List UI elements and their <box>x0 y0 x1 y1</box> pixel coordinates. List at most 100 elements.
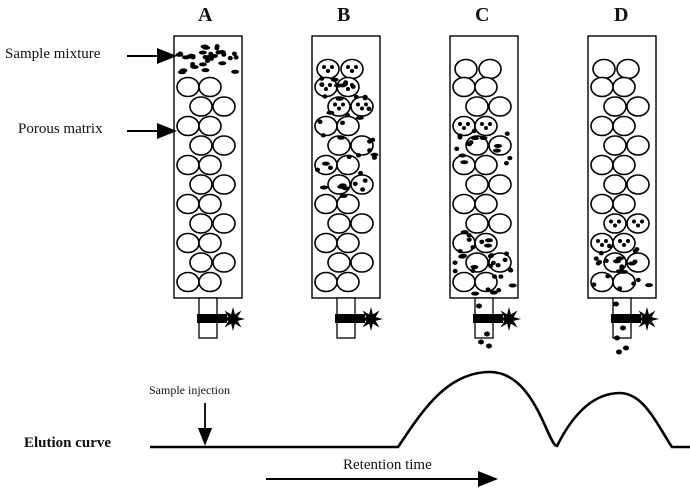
sample-molecule <box>492 148 501 153</box>
porous-bead <box>198 154 222 176</box>
sample-molecule <box>615 269 624 274</box>
eluted-molecule <box>620 325 626 331</box>
detector-flash <box>359 307 383 331</box>
porous-bead <box>626 174 650 195</box>
annotations <box>127 48 690 487</box>
sample-molecule <box>350 84 356 89</box>
porous-bead <box>189 135 213 156</box>
trapped-molecule <box>640 219 644 224</box>
porous-bead <box>212 96 236 117</box>
porous-bead <box>176 76 200 98</box>
sample-molecule <box>457 249 463 254</box>
detector-flash <box>497 307 521 331</box>
trapped-molecule <box>324 87 328 91</box>
trapped-molecule <box>458 122 462 126</box>
sample-molecule <box>362 178 368 183</box>
sample-molecule <box>454 146 460 151</box>
trapped-molecule <box>354 65 358 69</box>
porous-bead <box>465 96 489 117</box>
sample-molecule <box>330 77 339 82</box>
sample-molecule <box>484 238 493 243</box>
sample-molecule <box>202 54 208 60</box>
detector-flash <box>221 307 245 331</box>
porous-bead <box>212 174 236 195</box>
sample-molecule <box>366 106 372 111</box>
sample-injection-label: Sample injection <box>149 383 230 397</box>
detector-flash <box>635 307 659 331</box>
sample-molecule <box>507 155 513 161</box>
elution-curve-label: Elution curve <box>24 435 112 451</box>
porous-bead <box>189 96 213 117</box>
porous-bead <box>198 115 222 137</box>
trapped-molecule <box>462 126 466 130</box>
column-d <box>587 35 659 355</box>
porous-bead <box>488 213 512 234</box>
sample-molecule <box>484 243 493 248</box>
sample-molecule <box>494 143 503 148</box>
porous-bead <box>176 271 200 293</box>
sample-molecule <box>479 239 485 245</box>
sample-molecule <box>468 140 474 145</box>
sample-molecule <box>485 287 491 292</box>
sample-molecule <box>187 53 196 58</box>
porous-bead <box>612 193 636 215</box>
sample-molecule <box>214 45 220 51</box>
trapped-molecule <box>609 219 613 224</box>
porous-bead <box>176 115 200 137</box>
trapped-molecule <box>328 83 332 87</box>
sample-molecule <box>452 268 458 274</box>
porous-bead <box>212 135 236 156</box>
column-a <box>173 35 245 339</box>
sample-molecule <box>605 273 611 279</box>
sample-molecule <box>321 161 330 166</box>
sample-molecule <box>507 267 513 272</box>
trapped-molecule <box>346 65 350 69</box>
porous-bead <box>488 174 512 195</box>
sample-molecule <box>458 153 467 158</box>
porous-bead <box>474 193 498 215</box>
trapped-molecule <box>364 102 368 107</box>
porous-bead <box>327 135 351 156</box>
trapped-molecule <box>350 69 354 73</box>
column-label-b: B <box>337 4 351 26</box>
detector-beam <box>197 314 227 323</box>
porous-bead <box>336 193 360 215</box>
sample-molecule <box>466 233 472 238</box>
sample-molecule <box>345 112 351 118</box>
sample-molecule <box>204 58 210 64</box>
eluted-molecule <box>476 303 482 309</box>
porous-bead <box>189 252 213 273</box>
porous-bead <box>314 115 338 137</box>
porous-bead <box>603 174 627 195</box>
column-c <box>449 35 521 349</box>
porous-bead <box>478 58 502 80</box>
trapped-molecule <box>618 239 622 243</box>
sample-molecule <box>233 55 239 60</box>
porous-bead <box>198 271 222 293</box>
sample-molecule <box>470 265 479 270</box>
column-label-c: C <box>475 4 490 26</box>
sample-molecule <box>504 131 510 136</box>
porous-bead <box>474 76 498 98</box>
porous-bead <box>314 232 338 254</box>
porous-bead <box>327 174 351 195</box>
porous-bead <box>590 115 614 137</box>
porous-bead <box>612 115 636 137</box>
sample-molecule <box>198 50 207 55</box>
trapped-molecule <box>322 65 326 69</box>
sample-molecule <box>635 277 641 283</box>
porous-bead <box>314 271 338 293</box>
sample-molecule <box>202 45 211 50</box>
porous-bead <box>590 76 614 98</box>
porous-bead <box>474 271 498 293</box>
trapped-molecule <box>484 126 488 130</box>
porous-bead <box>176 154 200 176</box>
sample-molecule <box>362 95 368 101</box>
porous-bead <box>350 213 374 234</box>
eluted-molecule <box>623 345 629 351</box>
detector-beam <box>335 314 365 323</box>
trapped-molecule <box>488 122 492 126</box>
porous-bead <box>465 252 489 273</box>
porous-bead <box>452 76 476 98</box>
sample-molecule <box>360 187 366 192</box>
